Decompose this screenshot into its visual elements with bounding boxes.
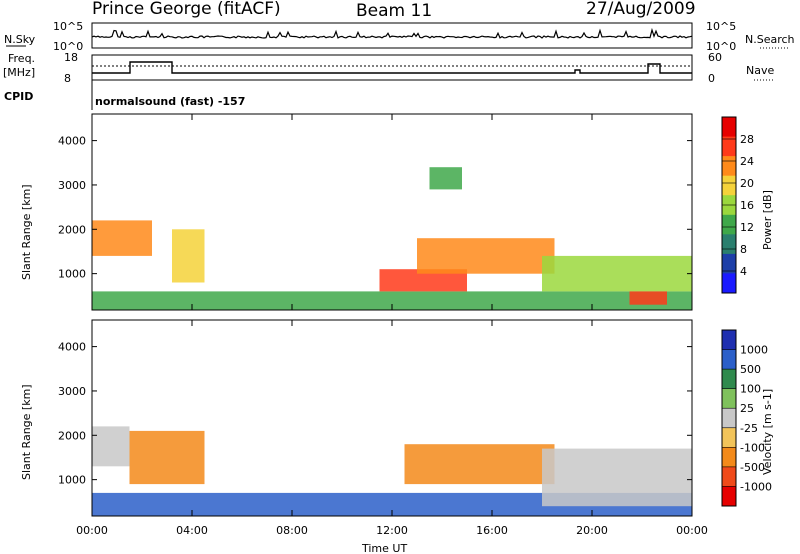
x-tick-label: 04:00 [176,524,208,537]
freq-unit: [MHz] [3,66,35,79]
colorbar-tick-label: 20 [740,177,754,190]
y-tick-label: 2000 [58,223,86,236]
nsky-panel [91,22,693,49]
colorbar-frame [721,329,737,507]
x-tick-label: 20:00 [576,524,608,537]
colorbar-tick-label: 24 [740,155,754,168]
colorbar-swatch [722,156,736,177]
x-tick-label: 16:00 [476,524,508,537]
colorbar-tick-label: 28 [740,133,754,146]
y-tick-label: 1000 [58,474,86,487]
y-tick-label: 2000 [58,429,86,442]
colorbar-tick-label: 500 [740,363,761,376]
colorbar-tick-label: 8 [740,243,747,256]
colorbar-swatch [722,447,736,468]
colorbar-tick-label: 4 [740,265,747,278]
heatmap-region [629,291,667,305]
colorbar-swatch [722,273,736,294]
colorbar-swatch [722,369,736,390]
power-colorbar-label: Power [dB] [761,190,774,250]
x-tick-label: 08:00 [276,524,308,537]
x-tick-label: 12:00 [376,524,408,537]
x-tick-labels: 00:00 04:00 08:00 12:00 16:00 20:00 00:00 [76,524,708,537]
y-tick-label: 3000 [58,385,86,398]
nave-label: Nave [746,64,774,77]
y-tick-label: 3000 [58,179,86,192]
freq-label: Freq. [8,52,35,65]
colorbar-tick-label: 16 [740,199,754,212]
heatmap-region [429,167,462,190]
heatmap-region [92,220,152,256]
colorbar-swatch [722,253,736,274]
heatmap-region [417,238,555,274]
colorbar-tick-label: 100 [740,383,761,396]
heatmap-region [92,291,692,310]
heatmap-region [379,269,467,292]
colorbar-swatch [722,117,736,138]
heatmap-region [542,255,692,292]
nsearch-label: N.Search [745,33,795,46]
nsky-label: N.Sky [4,33,36,46]
cpid-label: CPID [4,90,33,103]
y-tick-label: 1000 [58,268,86,281]
heatmap-region [404,444,555,485]
freq-tick-low: 8 [64,72,71,85]
y-tick-label: 4000 [58,135,86,148]
x-axis-label: Time UT [361,542,407,554]
heatmap-region [92,426,130,467]
velocity-ylabel: Slant Range [km] [20,384,33,480]
date-title: 27/Aug/2009 [586,0,696,19]
freq-series [92,61,692,74]
nsearch-tick-low: 10^0 [706,40,736,53]
colorbar-swatch [722,330,736,351]
nave-tick-low: 0 [708,72,715,85]
nave-tick-high: 60 [708,51,722,64]
colorbar-tick-label: 1000 [740,344,768,357]
heatmap-region [129,430,205,485]
colorbar-swatch [722,214,736,235]
colorbar-tick-label: -500 [740,461,765,474]
cpid-text: normalsound (fast) -157 [95,95,245,108]
colorbar-tick-label: -100 [740,441,765,454]
colorbar-tick-label: -25 [740,422,758,435]
freq-tick-high: 18 [64,51,78,64]
y-tick-label: 4000 [58,341,86,354]
colorbar-tick-label: -1000 [740,480,772,493]
colorbar-swatch [722,427,736,448]
nsky-series [91,27,693,39]
colorbar-swatch [722,408,736,429]
heatmap-region [542,448,692,507]
x-tick-label: 00:00 [76,524,108,537]
velocity-axes: 4000 3000 2000 1000 [58,320,693,516]
power-colorbar: 28 24 20 16 12 8 4 [721,116,754,294]
colorbar-swatch [722,136,736,157]
colorbar-swatch [722,466,736,487]
station-title: Prince George (fitACF) [92,0,281,19]
power-axes: 4000 3000 2000 1000 [58,114,693,310]
colorbar-tick-label: 25 [740,402,754,415]
colorbar-swatch [722,486,736,507]
nsearch-tick-high: 10^5 [706,20,736,33]
colorbar-tick-label: 12 [740,221,754,234]
freq-panel [91,54,693,81]
velocity-colorbar-label: Velocity [m s-1] [761,389,774,475]
power-heatmap [92,167,692,310]
colorbar-swatch [722,234,736,255]
beam-title: Beam 11 [356,1,432,21]
x-tick-label: 00:00 [676,524,708,537]
nsky-tick-low: 10^0 [53,40,83,53]
colorbar-swatch [722,175,736,196]
power-ylabel: Slant Range [km] [20,184,33,280]
colorbar-swatch [722,349,736,370]
velocity-colorbar: 1000 500 100 25 -25 -100 -500 -1000 [721,329,772,507]
velocity-heatmap [92,426,692,516]
nsky-tick-high: 10^5 [53,20,83,33]
colorbar-swatch [722,388,736,409]
heatmap-region [172,229,205,283]
